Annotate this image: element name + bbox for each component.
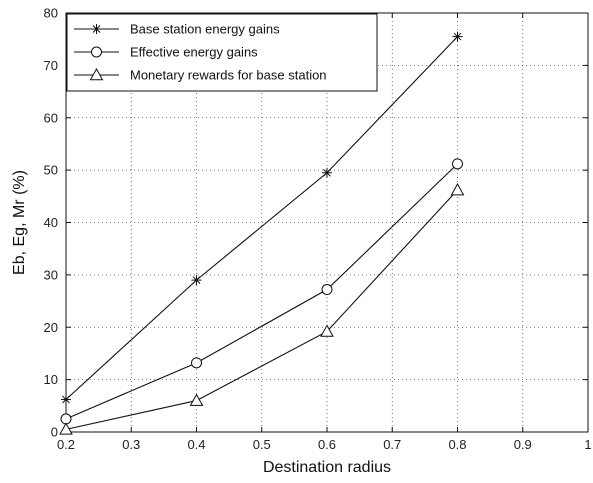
legend-item: Base station energy gains: [74, 22, 280, 37]
legend-label: Monetary rewards for base station: [130, 68, 327, 83]
data-point-circle: [191, 357, 202, 369]
legend-marker-star: [91, 24, 102, 34]
y-tick-label: 60: [44, 110, 58, 125]
x-tick-label: 0.4: [187, 437, 205, 452]
series-layer: [59, 31, 465, 435]
data-point-triangle: [59, 422, 73, 435]
x-tick-label: 0.2: [57, 437, 75, 452]
x-tick-label: 1: [584, 437, 591, 452]
legend-marker-circle: [91, 46, 102, 58]
series-line: [65, 189, 458, 430]
series-1: [60, 158, 463, 425]
x-tick-label: 0.8: [448, 437, 466, 452]
y-tick-label: 70: [44, 58, 58, 73]
legend-label: Base station energy gains: [130, 22, 280, 37]
y-tick-label: 30: [44, 267, 58, 282]
x-axis-title: Destination radius: [263, 459, 391, 476]
series-line: [65, 36, 458, 400]
y-tick-label: 80: [44, 6, 58, 21]
data-point-star: [452, 31, 463, 42]
y-tick-label: 0: [51, 425, 58, 440]
series-2: [59, 182, 465, 435]
y-tick-label: 10: [44, 372, 58, 387]
legend: Base station energy gains Effective energ…: [66, 13, 378, 92]
data-point-triangle: [450, 182, 465, 196]
y-axis-title: Eb, Eg, Mr (%): [11, 170, 28, 275]
data-point-triangle: [320, 324, 334, 337]
data-point-star: [322, 167, 332, 178]
y-tick-label: 20: [44, 320, 58, 335]
series-line: [65, 163, 458, 420]
x-tick-label: 0.7: [383, 437, 401, 452]
series-0: [61, 31, 463, 405]
x-tick-label: 0.5: [253, 437, 271, 452]
legend-marker-triangle: [89, 67, 104, 81]
x-tick-label: 0.6: [318, 437, 336, 452]
data-point-triangle: [189, 393, 204, 406]
data-point-circle: [321, 284, 333, 296]
x-tick-label: 0.9: [514, 437, 532, 452]
data-point-star: [61, 394, 71, 405]
data-point-star: [191, 275, 202, 286]
legend-item: Monetary rewards for base station: [74, 68, 327, 83]
x-tick-label: 0.3: [122, 437, 140, 452]
y-tick-label: 40: [44, 215, 58, 230]
y-tick-label: 50: [44, 163, 58, 178]
legend-item: Effective energy gains: [74, 45, 258, 60]
legend-label: Effective energy gains: [130, 45, 258, 60]
data-point-circle: [452, 158, 463, 170]
axes-layer: 0.2 0.3 0.4 0.5 0.6 0.7 0.8 0.9 1010203040506070…: [44, 6, 592, 453]
